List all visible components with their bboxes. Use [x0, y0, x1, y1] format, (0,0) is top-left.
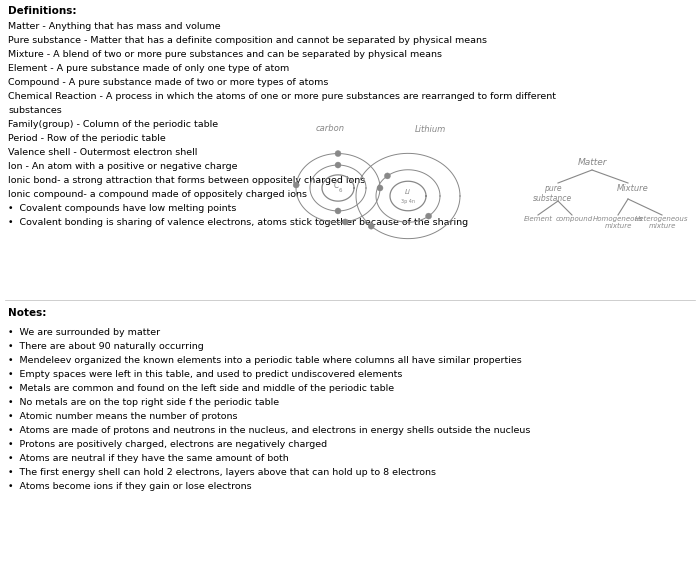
Text: •  Covalent compounds have low melting points: • Covalent compounds have low melting po… — [8, 204, 237, 213]
Text: Notes:: Notes: — [8, 308, 46, 318]
Text: Compound - A pure substance made of two or more types of atoms: Compound - A pure substance made of two … — [8, 78, 328, 87]
Circle shape — [335, 151, 341, 156]
Text: substances: substances — [8, 106, 62, 115]
Circle shape — [342, 219, 349, 225]
Text: •  Covalent bonding is sharing of valence electrons, atoms stick together becaus: • Covalent bonding is sharing of valence… — [8, 218, 468, 227]
Circle shape — [335, 208, 341, 214]
Text: Element - A pure substance made of only one type of atom: Element - A pure substance made of only … — [8, 64, 289, 73]
Text: Family(group) - Column of the periodic table: Family(group) - Column of the periodic t… — [8, 120, 218, 129]
Text: Matter: Matter — [578, 158, 607, 167]
Text: Heterogeneous
mixture: Heterogeneous mixture — [636, 216, 689, 229]
Circle shape — [293, 182, 299, 188]
Text: Pure substance - Matter that has a definite composition and cannot be separated : Pure substance - Matter that has a defin… — [8, 36, 487, 45]
Circle shape — [377, 185, 383, 191]
Text: •  Protons are positively charged, electrons are negatively charged: • Protons are positively charged, electr… — [8, 440, 327, 449]
Text: •  Atomic number means the number of protons: • Atomic number means the number of prot… — [8, 412, 237, 421]
Text: carbon: carbon — [316, 124, 344, 133]
Text: •  We are surrounded by matter: • We are surrounded by matter — [8, 328, 160, 337]
Text: Chemical Reaction - A process in which the atoms of one or more pure substances : Chemical Reaction - A process in which t… — [8, 92, 556, 101]
Text: Li: Li — [405, 189, 411, 195]
Text: •  No metals are on the top right side f the periodic table: • No metals are on the top right side f … — [8, 398, 279, 407]
Text: compound: compound — [555, 216, 593, 222]
Text: •  Atoms are neutral if they have the same amount of both: • Atoms are neutral if they have the sam… — [8, 454, 288, 463]
Text: Ionic bond- a strong attraction that forms between oppositely charged ions: Ionic bond- a strong attraction that for… — [8, 176, 365, 185]
Text: 6: 6 — [338, 189, 342, 194]
Text: Mixture: Mixture — [617, 184, 649, 193]
Text: •  There are about 90 naturally occurring: • There are about 90 naturally occurring — [8, 342, 204, 351]
Text: •  Mendeleev organized the known elements into a periodic table where columns al: • Mendeleev organized the known elements… — [8, 356, 522, 365]
Text: C: C — [333, 180, 339, 190]
Text: Lithium: Lithium — [414, 125, 446, 134]
Text: •  Atoms become ions if they gain or lose electrons: • Atoms become ions if they gain or lose… — [8, 482, 251, 491]
Text: Mixture - A blend of two or more pure substances and can be separated by physica: Mixture - A blend of two or more pure su… — [8, 50, 442, 59]
Text: Homogeneous
mixture: Homogeneous mixture — [593, 216, 643, 229]
Text: Element: Element — [524, 216, 552, 222]
Text: •  The first energy shell can hold 2 electrons, layers above that can hold up to: • The first energy shell can hold 2 elec… — [8, 468, 436, 477]
Text: Definitions:: Definitions: — [8, 6, 76, 16]
Text: •  Metals are common and found on the left side and middle of the periodic table: • Metals are common and found on the lef… — [8, 384, 394, 393]
Circle shape — [426, 213, 432, 219]
Text: Matter - Anything that has mass and volume: Matter - Anything that has mass and volu… — [8, 22, 220, 31]
Text: •  Atoms are made of protons and neutrons in the nucleus, and electrons in energ: • Atoms are made of protons and neutrons… — [8, 426, 531, 435]
Text: •  Empty spaces were left in this table, and used to predict undiscovered elemen: • Empty spaces were left in this table, … — [8, 370, 402, 379]
Text: Valence shell - Outermost electron shell: Valence shell - Outermost electron shell — [8, 148, 197, 157]
Text: Ion - An atom with a positive or negative charge: Ion - An atom with a positive or negativ… — [8, 162, 237, 171]
Circle shape — [384, 173, 391, 179]
Text: Period - Row of the periodic table: Period - Row of the periodic table — [8, 134, 166, 143]
Text: pure
substance: pure substance — [533, 184, 573, 203]
Text: 3p 4n: 3p 4n — [401, 198, 415, 203]
Circle shape — [335, 162, 341, 168]
Text: Ionic compound- a compound made of oppositely charged ions: Ionic compound- a compound made of oppos… — [8, 190, 307, 199]
Circle shape — [368, 223, 374, 229]
